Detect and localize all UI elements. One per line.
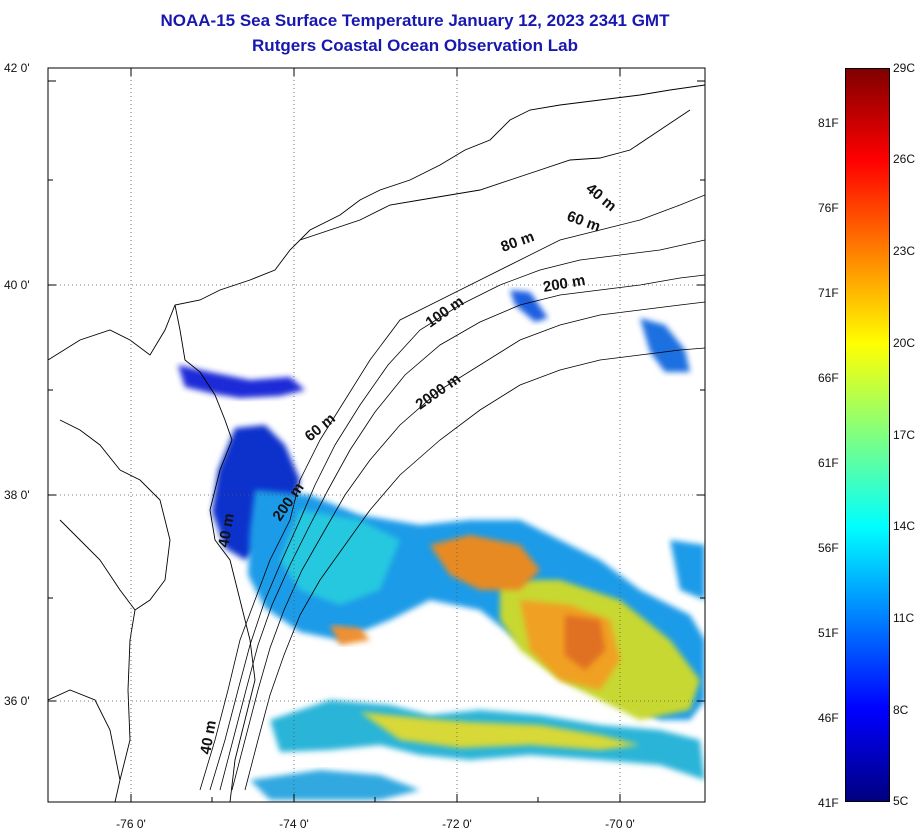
colorbar-f-label: 61F bbox=[818, 456, 839, 470]
colorbar-c-label: 14C bbox=[893, 519, 916, 533]
colorbar-f-label: 66F bbox=[818, 371, 839, 385]
colorbar-c-label: 20C bbox=[893, 336, 916, 350]
plot-border bbox=[47, 67, 706, 803]
colorbar-f-label: 56F bbox=[818, 541, 839, 555]
lat-label: 40 0' bbox=[4, 278, 30, 292]
colorbar-f-label: 81F bbox=[818, 116, 839, 130]
isobaths bbox=[199, 194, 705, 791]
colorbar-c-label: 5C bbox=[893, 794, 909, 808]
lon-label: -72 0' bbox=[442, 817, 472, 831]
colorbar-c-label: 26C bbox=[893, 152, 916, 166]
lon-label: -70 0' bbox=[605, 817, 635, 831]
colorbar-c-label: 8C bbox=[893, 703, 909, 717]
depth-label: 40 m bbox=[197, 719, 220, 756]
colorbar-c-label: 23C bbox=[893, 244, 916, 258]
colorbar-f-label: 76F bbox=[818, 201, 839, 215]
lat-label: 38 0' bbox=[4, 488, 30, 502]
colorbar-f-label: 41F bbox=[818, 796, 839, 810]
lat-labels: 42 0' 40 0' 38 0' 36 0' bbox=[4, 61, 30, 708]
colorbar-c-label: 17C bbox=[893, 428, 916, 442]
colorbar-c-label: 29C bbox=[893, 61, 916, 75]
lon-labels: -76 0' -74 0' -72 0' -70 0' bbox=[116, 817, 635, 831]
axis-ticks bbox=[48, 68, 705, 802]
colorbar-f-label: 71F bbox=[818, 286, 839, 300]
depth-label: 40 m bbox=[215, 512, 238, 549]
map-subtitle: Rutgers Coastal Ocean Observation Lab bbox=[252, 36, 578, 55]
colorbar-c-label: 11C bbox=[893, 611, 915, 625]
coastline bbox=[48, 84, 705, 802]
lon-label: -74 0' bbox=[279, 817, 309, 831]
lat-label: 36 0' bbox=[4, 694, 30, 708]
map-title: NOAA-15 Sea Surface Temperature January … bbox=[160, 11, 670, 30]
grid bbox=[48, 68, 705, 802]
colorbar-f-label: 51F bbox=[818, 626, 839, 640]
temperature-colorbar bbox=[845, 68, 890, 802]
lon-label: -76 0' bbox=[116, 817, 146, 831]
colorbar-f-label: 46F bbox=[818, 711, 839, 725]
sst-field bbox=[178, 290, 705, 800]
lat-label: 42 0' bbox=[4, 61, 30, 75]
